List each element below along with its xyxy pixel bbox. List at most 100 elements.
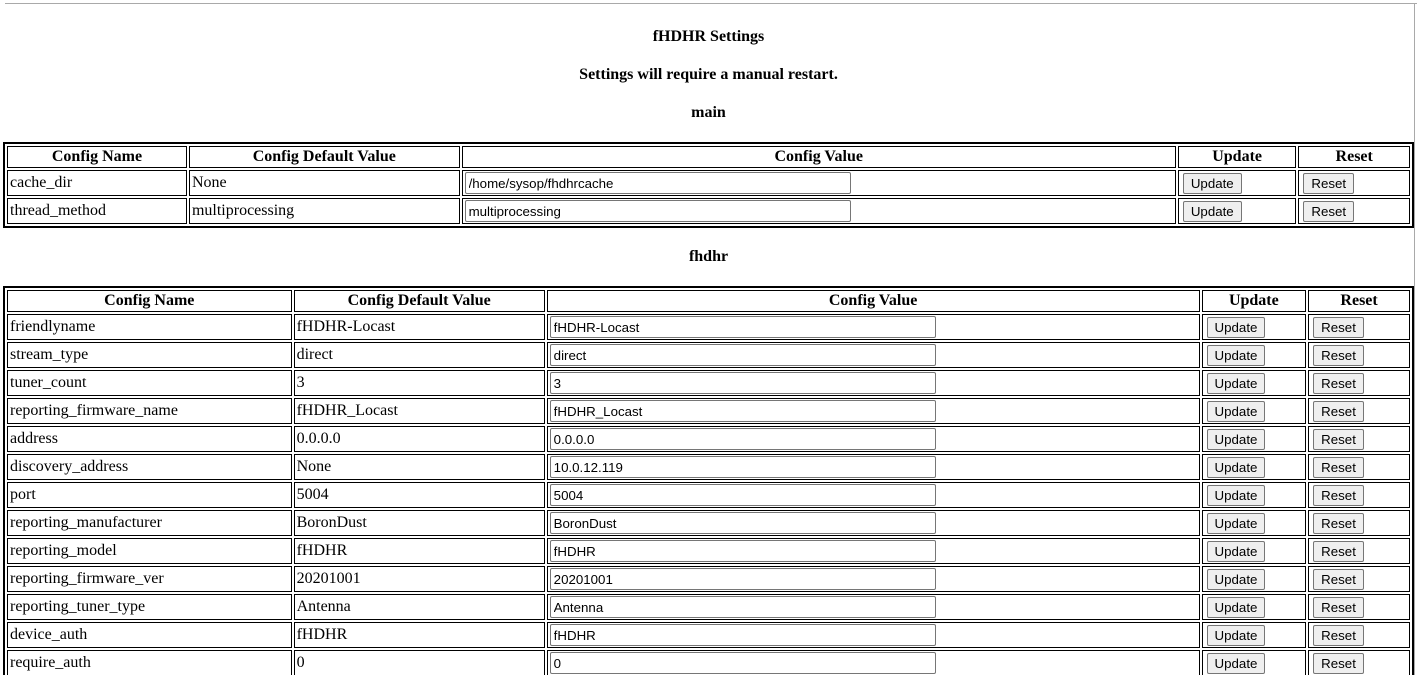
- config-value-input[interactable]: [549, 484, 936, 506]
- update-cell: Update: [1201, 650, 1307, 675]
- config-value-input[interactable]: [549, 372, 936, 394]
- config-row: require_auth 0 Update Reset: [7, 650, 1410, 675]
- config-value-cell: [546, 566, 1200, 592]
- update-button[interactable]: Update: [1206, 316, 1266, 338]
- update-cell: Update: [1201, 538, 1307, 564]
- update-cell: Update: [1201, 566, 1307, 592]
- reset-button[interactable]: Reset: [1313, 316, 1364, 338]
- reset-button[interactable]: Reset: [1313, 344, 1364, 366]
- config-value-cell: [546, 510, 1200, 536]
- reset-button[interactable]: Reset: [1313, 624, 1364, 646]
- config-value-cell: [546, 454, 1200, 480]
- config-value-cell: [546, 538, 1200, 564]
- table-header-row: Config Name Config Default Value Config …: [7, 146, 1410, 168]
- config-value-cell: [461, 198, 1176, 224]
- config-default-cell: fHDHR: [293, 538, 545, 564]
- reset-button[interactable]: Reset: [1313, 568, 1364, 590]
- config-value-input[interactable]: [549, 596, 936, 618]
- update-button[interactable]: Update: [1206, 652, 1266, 674]
- config-default-cell: None: [293, 454, 545, 480]
- config-name-cell: reporting_model: [7, 538, 292, 564]
- reset-cell: Reset: [1308, 566, 1410, 592]
- reset-button[interactable]: Reset: [1313, 400, 1364, 422]
- update-button[interactable]: Update: [1182, 200, 1242, 222]
- reset-button[interactable]: Reset: [1303, 200, 1355, 222]
- config-value-input[interactable]: [549, 456, 936, 478]
- column-header-default-value: Config Default Value: [293, 290, 545, 312]
- config-default-cell: 0: [293, 650, 545, 675]
- config-row: reporting_model fHDHR Update Reset: [7, 538, 1410, 564]
- settings-page: fHDHR Settings Settings will require a m…: [0, 28, 1417, 675]
- update-cell: Update: [1201, 342, 1307, 368]
- reset-button[interactable]: Reset: [1303, 172, 1355, 194]
- reset-button[interactable]: Reset: [1313, 428, 1364, 450]
- update-button[interactable]: Update: [1206, 512, 1266, 534]
- config-row: thread_method multiprocessing Update Res…: [7, 198, 1410, 224]
- config-value-cell: [546, 398, 1200, 424]
- config-name-cell: stream_type: [7, 342, 292, 368]
- config-row: stream_type direct Update Reset: [7, 342, 1410, 368]
- update-button[interactable]: Update: [1206, 372, 1266, 394]
- update-cell: Update: [1177, 198, 1297, 224]
- config-value-cell: [546, 370, 1200, 396]
- reset-button[interactable]: Reset: [1313, 456, 1364, 478]
- config-value-input[interactable]: [549, 344, 936, 366]
- config-name-cell: friendlyname: [7, 314, 292, 340]
- config-value-input[interactable]: [464, 200, 851, 222]
- config-row: device_auth fHDHR Update Reset: [7, 622, 1410, 648]
- reset-button[interactable]: Reset: [1313, 596, 1364, 618]
- column-header-reset: Reset: [1298, 146, 1410, 168]
- reset-cell: Reset: [1308, 426, 1410, 452]
- config-name-cell: cache_dir: [7, 170, 187, 196]
- config-value-input[interactable]: [549, 652, 936, 674]
- config-value-input[interactable]: [549, 512, 936, 534]
- update-cell: Update: [1201, 314, 1307, 340]
- config-row: port 5004 Update Reset: [7, 482, 1410, 508]
- reset-button[interactable]: Reset: [1313, 512, 1364, 534]
- config-name-cell: address: [7, 426, 292, 452]
- config-value-input[interactable]: [549, 428, 936, 450]
- config-row: reporting_firmware_ver 20201001 Update R…: [7, 566, 1410, 592]
- reset-cell: Reset: [1308, 510, 1410, 536]
- window-right-edge: [1414, 3, 1415, 675]
- config-row: cache_dir None Update Reset: [7, 170, 1410, 196]
- config-row: discovery_address None Update Reset: [7, 454, 1410, 480]
- config-default-cell: 5004: [293, 482, 545, 508]
- reset-cell: Reset: [1308, 342, 1410, 368]
- config-value-cell: [546, 594, 1200, 620]
- update-button[interactable]: Update: [1206, 456, 1266, 478]
- config-value-input[interactable]: [549, 568, 936, 590]
- update-cell: Update: [1201, 510, 1307, 536]
- update-button[interactable]: Update: [1206, 568, 1266, 590]
- config-value-cell: [546, 622, 1200, 648]
- reset-button[interactable]: Reset: [1313, 652, 1364, 674]
- config-value-input[interactable]: [549, 316, 936, 338]
- config-default-cell: fHDHR_Locast: [293, 398, 545, 424]
- config-default-cell: 0.0.0.0: [293, 426, 545, 452]
- update-button[interactable]: Update: [1182, 172, 1242, 194]
- config-value-cell: [546, 650, 1200, 675]
- update-button[interactable]: Update: [1206, 596, 1266, 618]
- update-button[interactable]: Update: [1206, 540, 1266, 562]
- config-value-input[interactable]: [464, 172, 851, 194]
- update-button[interactable]: Update: [1206, 344, 1266, 366]
- config-row: reporting_firmware_name fHDHR_Locast Upd…: [7, 398, 1410, 424]
- update-button[interactable]: Update: [1206, 624, 1266, 646]
- reset-button[interactable]: Reset: [1313, 372, 1364, 394]
- reset-button[interactable]: Reset: [1313, 540, 1364, 562]
- reset-button[interactable]: Reset: [1313, 484, 1364, 506]
- config-value-input[interactable]: [549, 540, 936, 562]
- config-name-cell: device_auth: [7, 622, 292, 648]
- config-default-cell: None: [188, 170, 460, 196]
- column-header-update: Update: [1201, 290, 1307, 312]
- update-cell: Update: [1201, 426, 1307, 452]
- config-default-cell: multiprocessing: [188, 198, 460, 224]
- update-cell: Update: [1201, 622, 1307, 648]
- config-value-input[interactable]: [549, 400, 936, 422]
- config-value-cell: [546, 342, 1200, 368]
- update-cell: Update: [1201, 454, 1307, 480]
- update-button[interactable]: Update: [1206, 428, 1266, 450]
- update-button[interactable]: Update: [1206, 484, 1266, 506]
- config-value-input[interactable]: [549, 624, 936, 646]
- update-button[interactable]: Update: [1206, 400, 1266, 422]
